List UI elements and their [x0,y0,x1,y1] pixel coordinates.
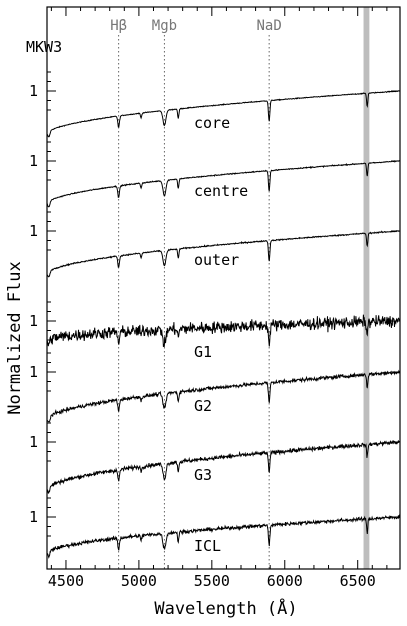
y-tick-label: 1 [29,222,38,240]
x-tick-label: 5000 [121,572,157,590]
shaded-band-layer [363,7,370,569]
series-label-centre: centre [194,182,248,200]
series-label-outer: outer [194,251,239,269]
y-tick-label: 1 [29,508,38,526]
plot-frame [46,6,401,570]
y-tick-label: 1 [29,433,38,451]
x-tick-label: 6000 [267,572,303,590]
y-tick-label: 1 [29,82,38,100]
reference-line-label: Hβ [110,18,127,34]
spectrum-core [46,90,400,138]
panel-label: MKW3 [26,38,62,56]
series-label-G1: G1 [194,343,212,361]
series-label-G3: G3 [194,466,212,484]
y-tick-label: 1 [29,363,38,381]
series-label-ICL: ICL [194,537,221,555]
axis-layer: 4500 5000 5500 6000 6500 1 1 1 1 1 1 1 [29,7,400,590]
y-axis-label: Normalized Flux [5,261,25,415]
spectrum-G3 [46,439,400,494]
spectrum-outer [46,230,400,278]
spectra-layer: core centre outer G1 G2 G3 ICL [46,90,401,559]
spectrum-G1 [46,314,401,347]
spectrum-G2 [46,369,401,423]
y-tick-label: 1 [29,152,38,170]
reference-line-label: Mgb [152,18,177,34]
series-label-core: core [194,114,230,132]
shaded-band [363,7,370,569]
series-label-G2: G2 [194,397,212,415]
x-tick-label: 4500 [48,572,84,590]
reference-line-label: NaD [257,18,282,34]
x-tick-label: 6500 [340,572,376,590]
reference-lines: Hβ Mgb NaD [110,18,282,569]
x-tick-label: 5500 [194,572,230,590]
x-axis-label: Wavelength (Å) [154,597,297,619]
spectrum-ICL [46,514,401,559]
spectrum-centre [46,160,400,208]
y-tick-label: 1 [29,312,38,330]
